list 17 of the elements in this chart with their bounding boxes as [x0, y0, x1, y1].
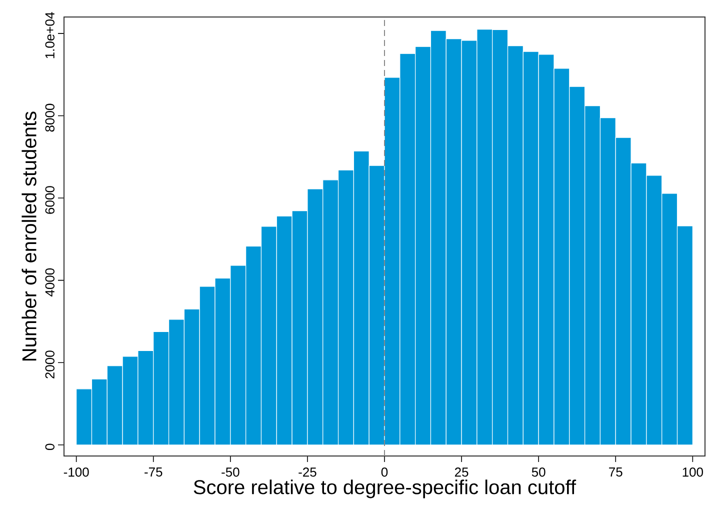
x-axis-title: Score relative to degree-specific loan cutoff — [194, 480, 576, 498]
y-tick-label: 0 — [45, 444, 54, 450]
x-tick-label: -50 — [222, 468, 240, 477]
x-tick-label: 100 — [682, 468, 704, 477]
x-tick-label: 25 — [454, 468, 468, 477]
x-tick-label: 50 — [532, 468, 546, 477]
y-tick-label: 2000 — [45, 350, 54, 378]
y-tick-label: 6000 — [45, 186, 54, 214]
y-axis-title: Number of enrolled students — [22, 112, 36, 360]
x-tick-label: -75 — [144, 468, 162, 477]
y-tick-label: 8000 — [45, 104, 54, 132]
y-tick-label: 4000 — [45, 268, 54, 296]
x-tick-label: 0 — [381, 468, 388, 477]
x-tick-label: -25 — [298, 468, 316, 477]
y-tick-label: 1.0e+04 — [45, 12, 54, 58]
x-tick-label: 75 — [609, 468, 622, 477]
x-tick-label: -100 — [64, 468, 89, 477]
